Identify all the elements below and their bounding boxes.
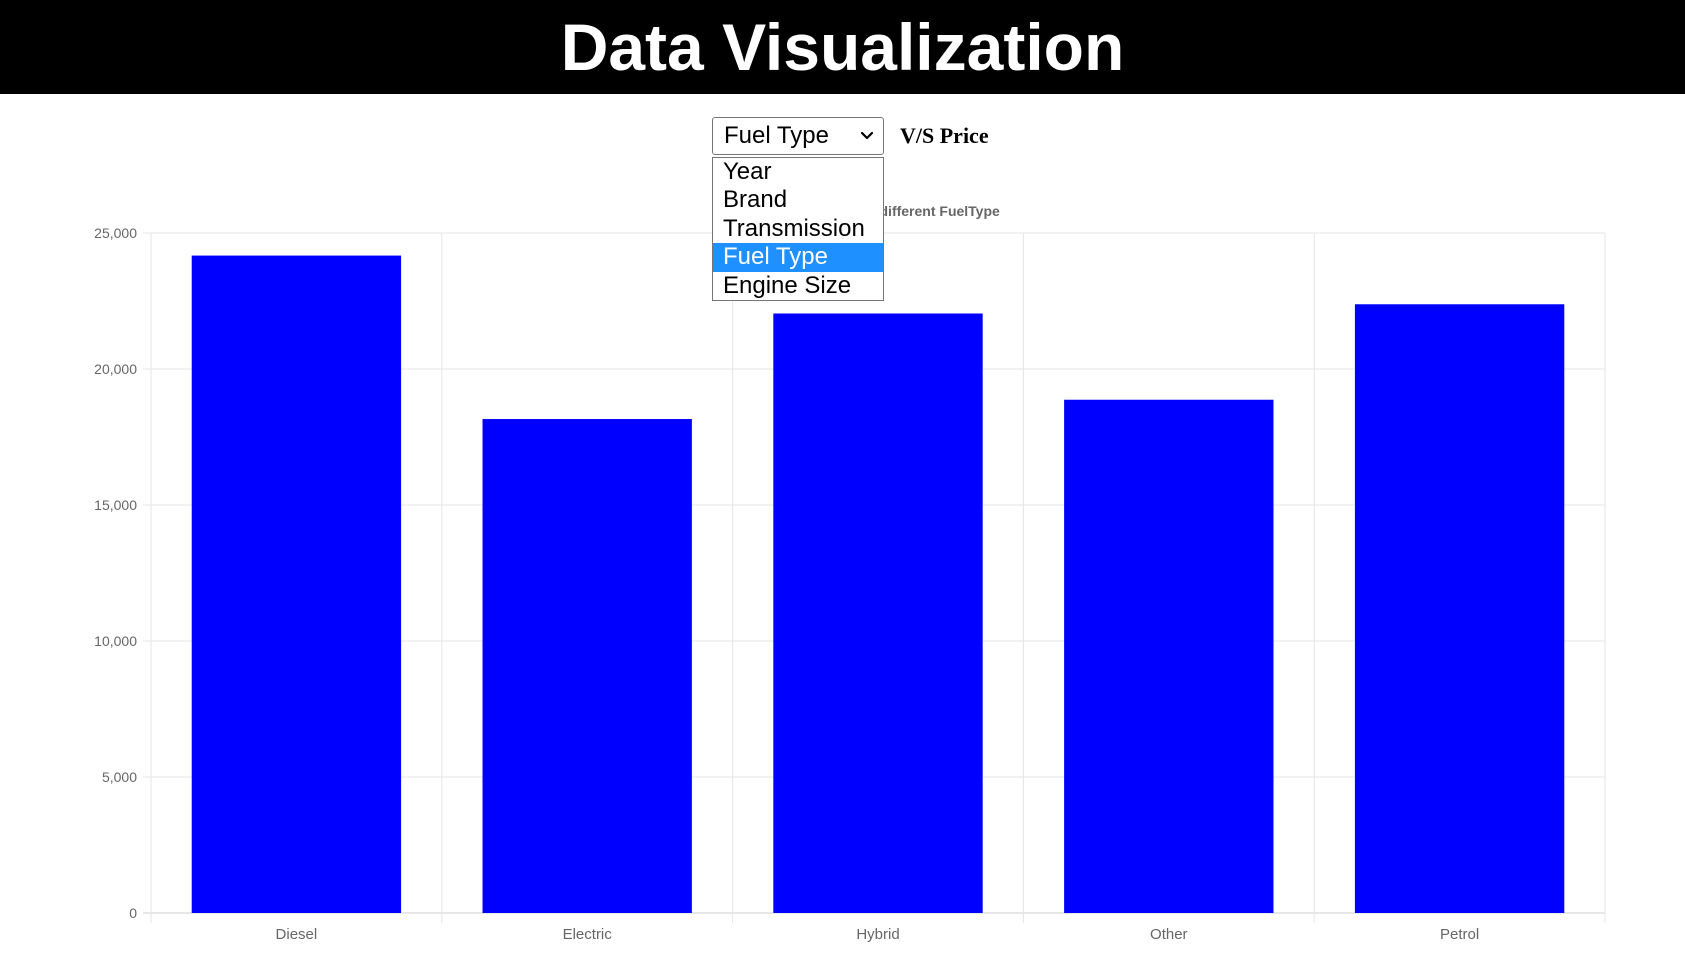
vs-price-label: V/S Price (900, 123, 989, 148)
bar-electric (482, 419, 692, 913)
attribute-select-value: Fuel Type (724, 122, 829, 149)
y-tick-label: 25,000 (94, 225, 137, 241)
page-header: Data Visualization (0, 0, 1685, 94)
bar-diesel (191, 255, 402, 914)
bar-petrol (1354, 304, 1565, 913)
y-tick-label: 10,000 (94, 633, 137, 649)
option-year[interactable]: Year (723, 158, 772, 185)
x-tick-label: Petrol (1440, 926, 1479, 943)
option-brand[interactable]: Brand (723, 186, 788, 214)
option-transmission[interactable]: Transmission (723, 214, 865, 242)
option-engine-size[interactable]: Engine Size (723, 271, 852, 299)
x-tick-label: Diesel (276, 926, 318, 943)
page-title: Data Visualization (560, 10, 1125, 84)
y-tick-label: 15,000 (94, 497, 137, 513)
option-fuel-type[interactable]: Fuel Type (713, 243, 883, 272)
y-tick-label: 0 (129, 905, 137, 921)
y-tick-label: 5,000 (102, 769, 137, 785)
x-tick-label: Other (1150, 926, 1188, 943)
attribute-select[interactable]: Fuel Type (712, 117, 884, 155)
chevron-down-icon (860, 131, 874, 140)
bar-other (1064, 399, 1274, 914)
x-tick-label: Hybrid (856, 926, 899, 943)
bar-hybrid (773, 313, 983, 914)
x-tick-label: Electric (563, 926, 613, 943)
attribute-dropdown-list: Year Brand Transmission Fuel Type Engine… (712, 157, 884, 301)
y-tick-label: 20,000 (94, 361, 137, 377)
